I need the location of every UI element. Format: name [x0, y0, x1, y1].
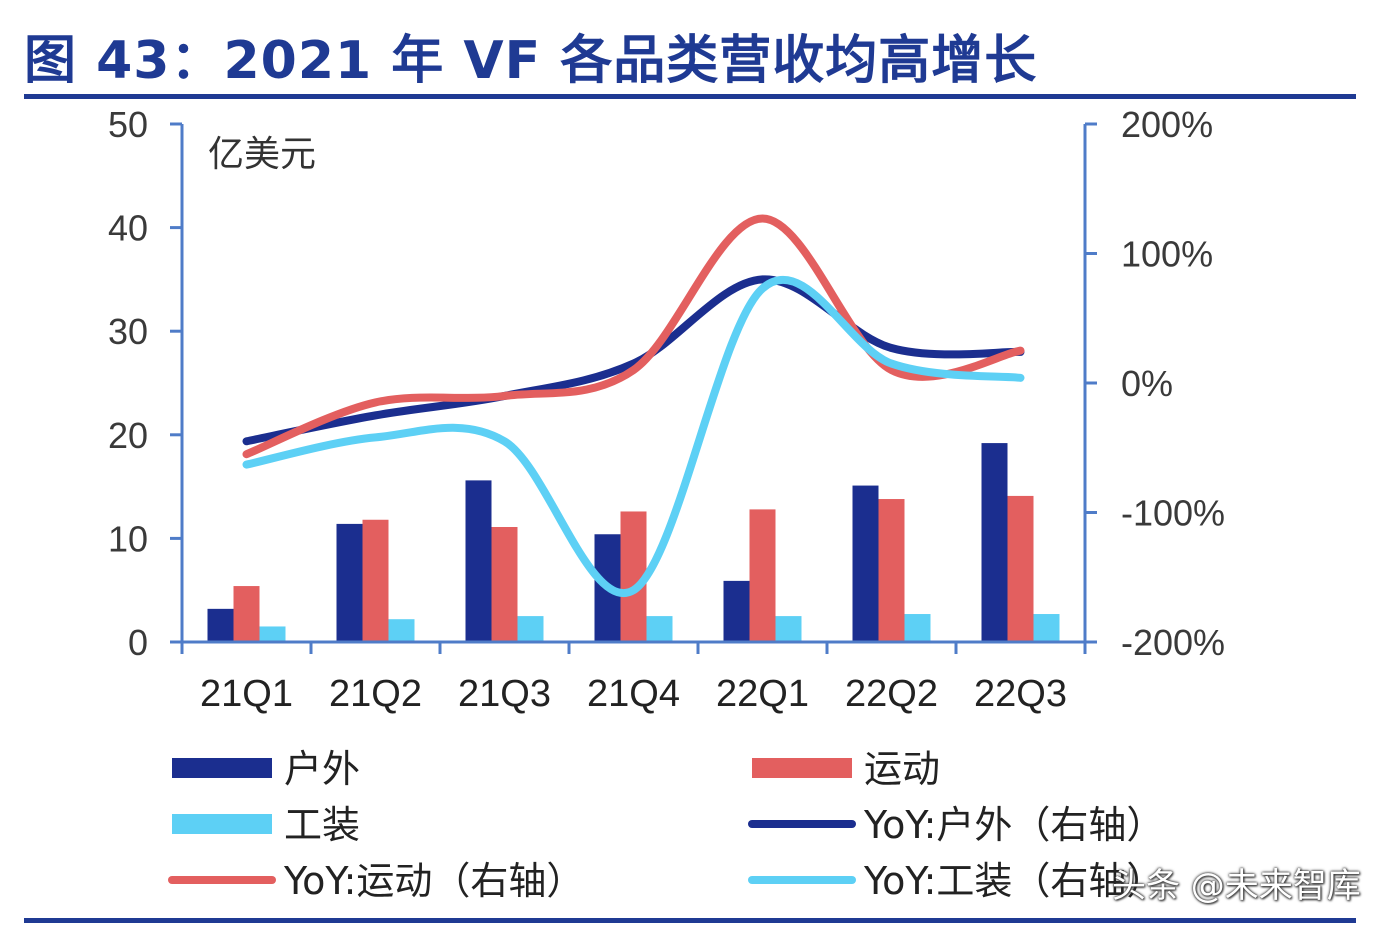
left-tick-label: 10	[108, 518, 148, 559]
title-divider	[24, 94, 1356, 99]
right-tick-label: 200%	[1121, 104, 1213, 145]
x-tick-label: 21Q4	[587, 673, 680, 715]
bar-3-22Q2	[904, 614, 931, 642]
legend-swatch-bar	[172, 758, 272, 778]
bar-1-22Q3	[981, 443, 1008, 642]
bar-3-21Q1	[259, 626, 286, 642]
left-tick-label: 20	[108, 415, 148, 456]
bar-1-21Q1	[207, 608, 234, 642]
x-tick-label: 21Q1	[200, 673, 293, 715]
legend-swatch-bar	[752, 758, 852, 778]
legend-swatch-bar	[172, 814, 272, 834]
bar-1-22Q2	[852, 485, 879, 642]
footer-divider	[24, 918, 1356, 923]
bar-3-21Q3	[517, 616, 544, 642]
bar-3-22Q3	[1033, 614, 1060, 642]
yoy-line-1	[242, 275, 1025, 446]
x-tick-label: 21Q2	[329, 673, 422, 715]
legend-label: YoY:工装（右轴）	[863, 859, 1164, 903]
axes-layer: 0 10 20 30 40 50 -200% -100% 0% 100% 200% 亿美元 21Q1 21…	[108, 104, 1225, 715]
legend-label: 工装	[284, 803, 360, 847]
bar-2-22Q3	[1007, 495, 1034, 642]
legend-label: YoY:户外（右轴）	[863, 803, 1164, 847]
yoy-line-2	[242, 214, 1025, 459]
legend-label: 户外	[284, 747, 360, 791]
x-tick-label: 22Q2	[845, 673, 938, 715]
bars-layer	[207, 443, 1060, 642]
x-tick-label: 22Q3	[974, 673, 1067, 715]
right-tick-label: 100%	[1121, 234, 1213, 275]
left-axis-unit: 亿美元	[208, 134, 316, 175]
bar-1-21Q3	[465, 480, 492, 642]
bar-1-22Q1	[723, 580, 750, 642]
legend-label: 运动	[864, 747, 940, 791]
bar-2-22Q2	[878, 499, 905, 642]
right-tick-label: 0%	[1121, 363, 1173, 404]
bar-2-21Q3	[491, 527, 518, 642]
left-tick-label: 50	[108, 104, 148, 145]
bar-1-21Q2	[336, 523, 363, 642]
yoy-line-3	[242, 276, 1025, 597]
bar-2-21Q1	[233, 586, 260, 642]
right-tick-label: -100%	[1121, 493, 1225, 534]
x-tick-label: 21Q3	[458, 673, 551, 715]
left-tick-label: 40	[108, 208, 148, 249]
watermark: 头条 @未来智库	[1112, 866, 1361, 906]
right-tick-label: -200%	[1121, 622, 1225, 663]
lines-layer	[242, 214, 1025, 597]
left-tick-label: 0	[128, 622, 148, 663]
bar-3-21Q2	[388, 619, 415, 642]
bar-3-21Q4	[646, 616, 673, 642]
bar-2-21Q2	[362, 519, 389, 642]
bar-3-22Q1	[775, 616, 802, 642]
x-tick-label: 22Q1	[716, 673, 809, 715]
bar-2-22Q1	[749, 509, 776, 642]
left-tick-label: 30	[108, 311, 148, 352]
chart-title: 图 43：2021 年 VF 各品类营收均高增长	[24, 31, 1038, 91]
legend-label: YoY:运动（右轴）	[283, 859, 584, 903]
